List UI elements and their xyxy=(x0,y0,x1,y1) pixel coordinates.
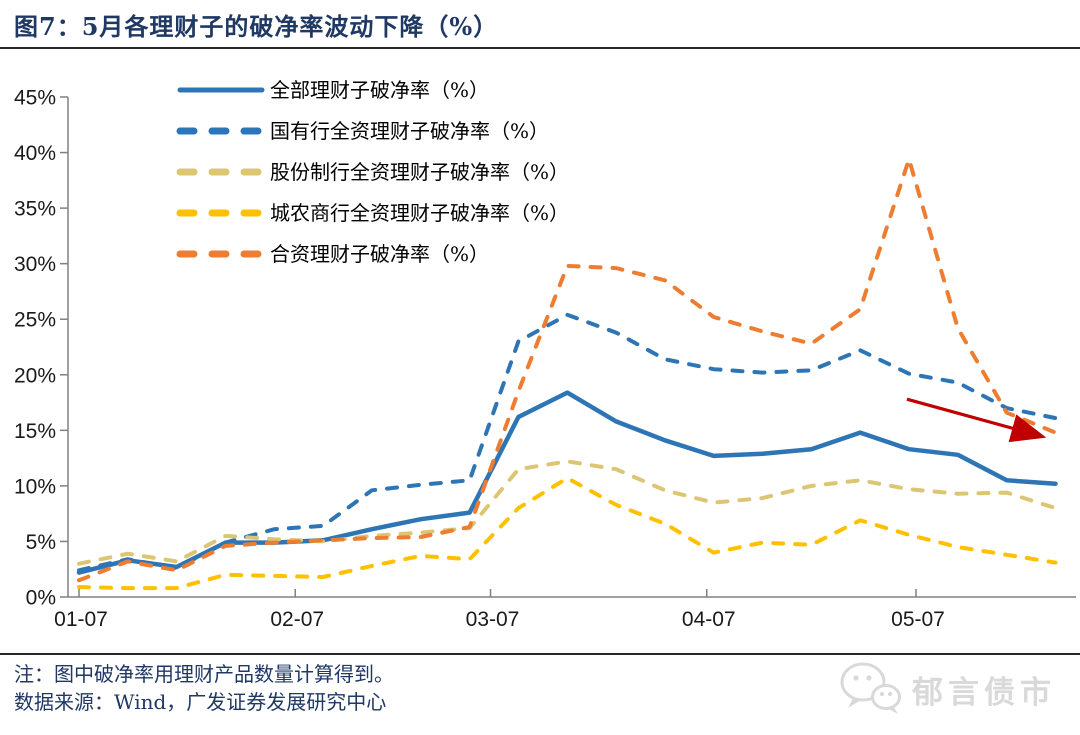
y-tick-label: 0% xyxy=(26,587,56,610)
x-tick-label: 05-07 xyxy=(891,608,945,631)
legend-item-joint-venture: 合资理财子破净率（%） xyxy=(176,242,489,266)
line-chart: 0% 5% 10% 15% 20% 25% 30% 35% 40% 45% 01-07 02-07 03… xyxy=(14,78,1076,631)
x-tick-label: 03-07 xyxy=(466,608,520,631)
brand-watermark: 郁言债市 xyxy=(838,660,1056,718)
series-line-all-wmc xyxy=(76,390,1058,575)
legend-item-city-rural-bank: 城农商行全资理财子破净率（%） xyxy=(176,201,569,225)
y-tick-label: 20% xyxy=(14,364,56,387)
y-axis: 0% 5% 10% 15% 20% 25% 30% 35% 40% 45% xyxy=(14,87,69,610)
legend-label: 全部理财子破净率（%） xyxy=(270,78,489,102)
x-tick-label: 02-07 xyxy=(270,608,324,631)
x-axis: 01-07 02-07 03-07 04-07 05-07 xyxy=(54,589,1076,631)
y-tick-label: 10% xyxy=(14,475,56,498)
y-tick-label: 25% xyxy=(14,309,56,332)
series-line-state-owned-bank xyxy=(77,312,1058,573)
chart-note: 注：图中破净率用理财产品数量计算得到。 xyxy=(14,662,394,686)
legend-label: 合资理财子破净率（%） xyxy=(270,242,489,266)
title-divider xyxy=(0,47,1080,49)
y-tick-label: 35% xyxy=(14,198,56,221)
legend-item-joint-stock-bank: 股份制行全资理财子破净率（%） xyxy=(176,160,569,184)
legend-label: 股份制行全资理财子破净率（%） xyxy=(270,160,569,184)
brand-name: 郁言债市 xyxy=(912,674,1056,711)
y-tick-label: 5% xyxy=(26,531,56,554)
legend-item-state-owned-bank: 国有行全资理财子破净率（%） xyxy=(176,119,549,143)
x-tick-label: 01-07 xyxy=(54,608,108,631)
y-tick-label: 45% xyxy=(14,87,56,110)
footer-divider xyxy=(0,653,1080,655)
legend-item-all-wmc: 全部理财子破净率（%） xyxy=(177,78,489,102)
series-lines xyxy=(76,157,1058,591)
legend-label: 城农商行全资理财子破净率（%） xyxy=(270,201,569,225)
legend: 全部理财子破净率（%） 国有行全资理财子破净率（%） 股份制行全资理财子破净率（%）… xyxy=(176,78,569,266)
y-tick-label: 30% xyxy=(14,253,56,276)
trend-arrow xyxy=(906,397,1047,443)
y-tick-label: 15% xyxy=(14,420,56,443)
series-line-joint-venture xyxy=(77,157,1058,583)
data-source: 数据来源：Wind，广发证券发展研究中心 xyxy=(14,690,387,714)
series-line-joint-stock-bank xyxy=(77,459,1058,566)
figure-title: 图7：5月各理财子的破净率波动下降（%） xyxy=(14,12,499,41)
x-tick-label: 04-07 xyxy=(682,608,736,631)
y-tick-label: 40% xyxy=(14,142,56,165)
series-line-city-rural-bank xyxy=(77,476,1058,591)
legend-label: 国有行全资理财子破净率（%） xyxy=(270,119,549,143)
wechat-icon xyxy=(840,662,901,714)
